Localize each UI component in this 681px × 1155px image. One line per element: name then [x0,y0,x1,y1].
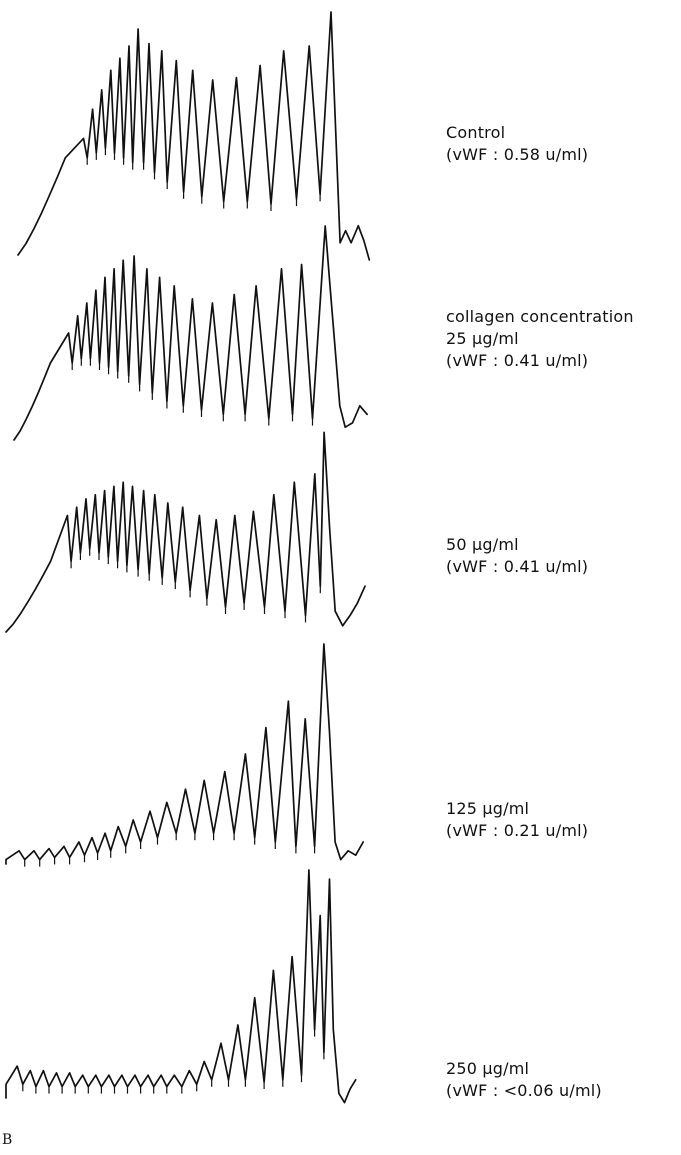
trace-label-line: (vWF : 0.58 u/ml) [446,145,589,164]
trace-label-line: collagen concentration [446,307,634,326]
trace-label-control: Control (vWF : 0.58 u/ml) [446,122,588,166]
aggregation-trace-5 [5,869,357,1104]
aggregation-trace-4 [5,643,365,865]
trace-label-line: (vWF : 0.21 u/ml) [446,821,589,840]
trace-label-line: 125 μg/ml [446,799,530,818]
trace-label-250: 250 μg/ml (vWF : <0.06 u/ml) [446,1058,602,1102]
trace-label-line: Control [446,123,506,142]
trace-label-line: 250 μg/ml [446,1059,530,1078]
trace-label-line: 25 μg/ml [446,329,519,348]
trace-label-50: 50 μg/ml (vWF : 0.41 u/ml) [446,534,588,578]
trace-label-125: 125 μg/ml (vWF : 0.21 u/ml) [446,798,588,842]
trace-label-line: 50 μg/ml [446,535,519,554]
trace-label-line: (vWF : <0.06 u/ml) [446,1081,602,1100]
aggregation-trace-1 [17,11,371,261]
aggregation-trace-2 [13,225,368,441]
panel-letter: B [2,1132,13,1148]
aggregation-trace-3 [5,431,366,633]
trace-label-line: (vWF : 0.41 u/ml) [446,557,589,576]
trace-label-25: collagen concentration 25 μg/ml (vWF : 0… [446,306,634,372]
trace-label-line: (vWF : 0.41 u/ml) [446,351,589,370]
